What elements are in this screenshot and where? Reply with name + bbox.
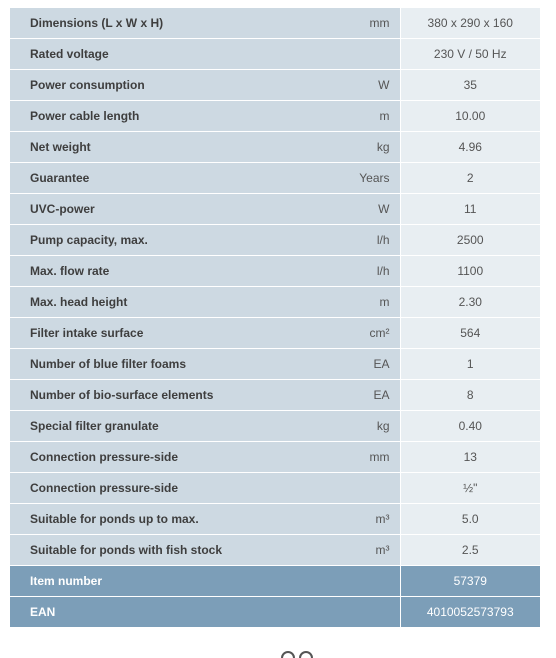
spec-unit: m³ [310,503,400,535]
spec-value: 2.30 [399,286,540,318]
spec-unit: kg [310,410,400,442]
spec-value: 564 [399,317,540,349]
spec-label: Connection pressure-side [10,441,310,473]
table-row: Net weight kg 4.96 [10,131,540,163]
spec-label: Special filter granulate [10,410,310,442]
spec-unit: EA [310,348,400,380]
spec-label: Suitable for ponds with fish stock [10,534,310,566]
spec-label: Rated voltage [10,38,310,70]
spec-label: Pump capacity, max. [10,224,310,256]
spec-unit: kg [310,131,400,163]
spec-value: 5.0 [399,503,540,535]
table-row: Guarantee Years 2 [10,162,540,194]
spec-unit: EA [310,379,400,411]
spec-value: 11 [399,193,540,225]
spec-value: 2 [399,162,540,194]
spec-value: ½" [399,472,540,504]
table-row: Number of blue filter foams EA 1 [10,348,540,380]
spec-unit: cm² [310,317,400,349]
spec-value: 2.5 [399,534,540,566]
spec-label: Number of blue filter foams [10,348,310,380]
spec-label: Connection pressure-side [10,472,310,504]
spec-label: Number of bio-surface elements [10,379,310,411]
table-row: UVC-power W 11 [10,193,540,225]
spec-label: Guarantee [10,162,310,194]
spec-value: 10.00 [399,100,540,132]
table-row: Number of bio-surface elements EA 8 [10,379,540,411]
spec-label: Max. head height [10,286,310,318]
spec-value: 380 x 290 x 160 [399,8,540,39]
spec-value: 8 [399,379,540,411]
table-row: Connection pressure-side mm 13 [10,441,540,473]
spec-label: Power cable length [10,100,310,132]
spec-label: Dimensions (L x W x H) [10,8,310,39]
spec-unit: l/h [310,224,400,256]
table-row: Dimensions (L x W x H) mm 380 x 290 x 16… [10,8,540,39]
spec-value: 35 [399,69,540,101]
item-number-row: Item number 57379 [10,565,540,597]
spec-label: Suitable for ponds up to max. [10,503,310,535]
spec-value: 1100 [399,255,540,287]
table-row: Power consumption W 35 [10,69,540,101]
table-row: Max. flow rate l/h 1100 [10,255,540,287]
spec-unit: W [310,69,400,101]
spec-value: 0.40 [399,410,540,442]
spec-value: 230 V / 50 Hz [399,38,540,70]
spec-label: Filter intake surface [10,317,310,349]
spec-unit: mm [310,8,400,39]
table-row: Connection pressure-side ½" [10,472,540,504]
spec-unit [310,472,400,504]
table-row: Pump capacity, max. l/h 2500 [10,224,540,256]
spec-value: 13 [399,441,540,473]
spec-value: 1 [399,348,540,380]
table-row: Suitable for ponds with fish stock m³ 2.… [10,534,540,566]
spec-label: Net weight [10,131,310,163]
table-row: Suitable for ponds up to max. m³ 5.0 [10,503,540,535]
spec-label: Max. flow rate [10,255,310,287]
spec-unit: Years [310,162,400,194]
spec-unit [310,38,400,70]
spec-unit: W [310,193,400,225]
product-specification-table: Dimensions (L x W x H) mm 380 x 290 x 16… [10,8,540,628]
partially-visible-icon [281,651,313,658]
item-number-label: Item number [10,565,400,597]
table-row: Special filter granulate kg 0.40 [10,410,540,442]
spec-unit: mm [310,441,400,473]
spec-unit: m [310,286,400,318]
item-number-value: 57379 [399,565,540,597]
spec-unit: m³ [310,534,400,566]
table-row: Rated voltage 230 V / 50 Hz [10,38,540,70]
table-row: Power cable length m 10.00 [10,100,540,132]
spec-unit: l/h [310,255,400,287]
ean-label: EAN [10,596,400,628]
spec-label: Power consumption [10,69,310,101]
spec-label: UVC-power [10,193,310,225]
ean-value: 4010052573793 [399,596,540,628]
spec-value: 2500 [399,224,540,256]
table-row: Max. head height m 2.30 [10,286,540,318]
spec-value: 4.96 [399,131,540,163]
spec-unit: m [310,100,400,132]
ean-row: EAN 4010052573793 [10,596,540,628]
table-row: Filter intake surface cm² 564 [10,317,540,349]
